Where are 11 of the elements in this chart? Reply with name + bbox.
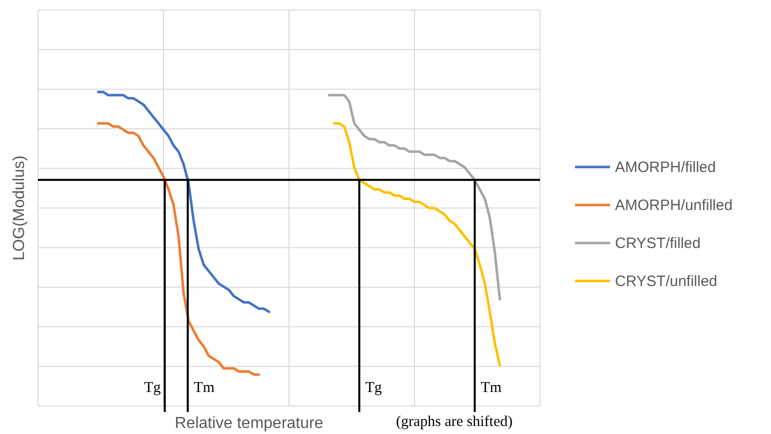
legend-label: AMORPH/filled [615, 159, 716, 176]
annotation: Tm [194, 380, 215, 396]
y-axis-title: LOG(Modulus) [11, 156, 28, 260]
legend-label: CRYST/unfilled [615, 273, 718, 290]
legend-label: AMORPH/unfilled [615, 197, 733, 214]
annotation: Tg [144, 380, 162, 396]
legend-label: CRYST/filled [615, 235, 701, 252]
annotation: Tm [480, 380, 502, 396]
annotation: Tg [365, 380, 382, 396]
text: (graphs are shifted) [396, 414, 513, 430]
x-axis-title: Relative temperature [174, 415, 324, 432]
